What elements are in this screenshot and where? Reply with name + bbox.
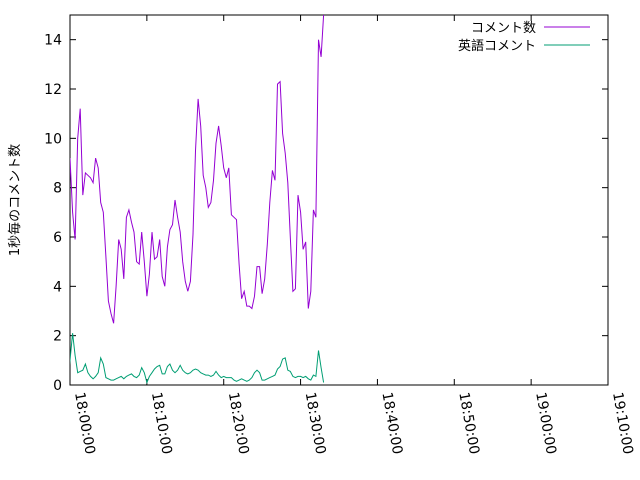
y-tick-label: 10 <box>44 131 62 147</box>
y-tick-label: 14 <box>44 33 62 49</box>
y-tick-label: 6 <box>53 230 62 246</box>
x-tick-label: 19:10:00 <box>609 391 636 456</box>
y-tick-label: 0 <box>53 378 62 394</box>
x-tick-label: 18:10:00 <box>148 391 175 456</box>
x-tick-label: 18:40:00 <box>378 391 405 456</box>
x-tick-label: 18:00:00 <box>71 391 98 456</box>
x-tick-label: 19:00:00 <box>532 391 559 456</box>
x-tick-label: 18:30:00 <box>302 391 329 456</box>
x-tick-label: 18:20:00 <box>225 391 252 456</box>
legend-label-2: 英語コメント <box>458 38 536 54</box>
y-axis: 0 2 4 6 8 10 12 14 <box>44 33 608 394</box>
series-layer <box>70 15 325 385</box>
series-line-2 <box>70 333 325 385</box>
y-tick-label: 12 <box>44 82 62 98</box>
series-line-1 <box>70 15 325 324</box>
plot-frame <box>69 14 609 386</box>
y-tick-label: 2 <box>53 329 62 345</box>
x-tick-label: 18:50:00 <box>455 391 482 456</box>
x-axis: 18:00:00 18:10:00 18:20:00 18:30:00 18:40:00… <box>69 15 636 456</box>
y-tick-label: 8 <box>53 181 62 197</box>
plot-area <box>69 14 609 386</box>
legend-label-1: コメント数 <box>471 21 536 36</box>
y-axis-label: 1秒毎のコメント数 <box>7 144 23 256</box>
y-tick-label: 4 <box>53 279 62 295</box>
